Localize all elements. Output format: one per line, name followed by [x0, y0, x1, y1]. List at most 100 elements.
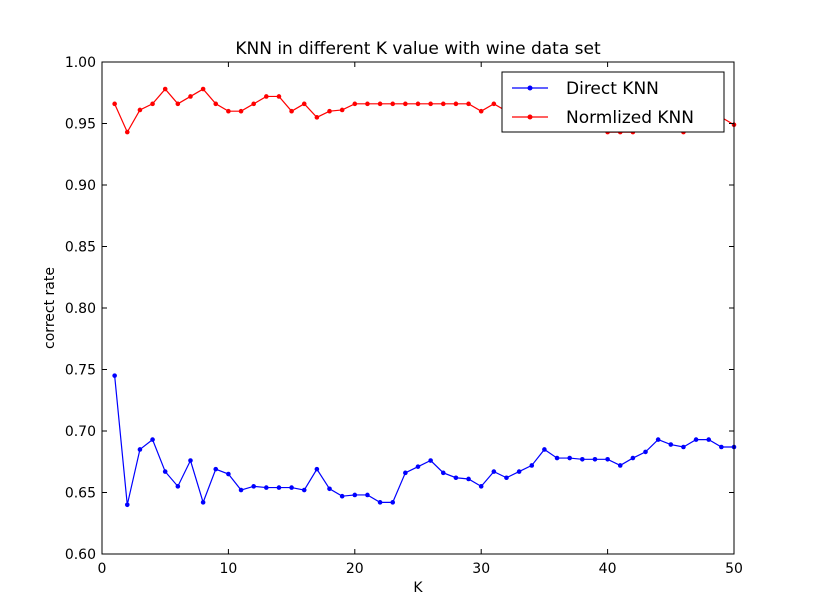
data-point-direct-knn	[162, 469, 168, 474]
data-point-direct-knn	[415, 464, 421, 469]
data-point-normlized-knn	[428, 101, 433, 107]
chart-title: KNN in different K value with wine data …	[235, 39, 601, 59]
data-point-normlized-knn	[226, 108, 231, 114]
data-point-normlized-knn	[175, 101, 181, 107]
data-point-normlized-knn	[415, 101, 421, 107]
data-point-normlized-knn	[213, 101, 219, 107]
data-point-normlized-knn	[390, 101, 396, 107]
data-point-direct-knn	[617, 463, 623, 468]
data-point-direct-knn	[605, 456, 610, 462]
data-point-direct-knn	[238, 487, 244, 493]
y-tick-label: 0.80	[65, 301, 96, 317]
x-tick-label: 0	[98, 561, 107, 577]
data-point-normlized-knn	[301, 101, 307, 107]
data-point-direct-knn	[655, 437, 661, 442]
data-point-normlized-knn	[466, 101, 471, 107]
data-point-normlized-knn	[124, 129, 130, 135]
data-point-direct-knn	[719, 444, 724, 450]
data-point-normlized-knn	[238, 108, 244, 114]
y-tick-label: 0.95	[65, 117, 96, 133]
data-point-direct-knn	[453, 475, 459, 481]
data-point-normlized-knn	[352, 101, 358, 107]
data-point-direct-knn	[301, 487, 307, 493]
y-tick-label: 1.00	[65, 55, 96, 71]
data-point-normlized-knn	[200, 86, 206, 92]
y-tick-label: 0.65	[65, 486, 96, 502]
data-point-normlized-knn	[188, 94, 193, 99]
ticks-layer: 0 10 20 30 40 50 0.60 0.65 0.70 0.75 0.80 0.85 0.90 0…	[65, 55, 743, 577]
data-point-normlized-knn	[264, 94, 269, 99]
y-tick-label: 0.70	[65, 424, 96, 440]
x-axis-label: K	[413, 580, 423, 596]
y-axis-label: correct rate	[42, 267, 58, 349]
data-point-normlized-knn	[403, 101, 408, 107]
data-point-direct-knn	[706, 437, 712, 442]
data-point-direct-knn	[213, 466, 219, 472]
data-point-direct-knn	[491, 469, 497, 474]
data-point-direct-knn	[580, 456, 585, 462]
data-point-direct-knn	[251, 484, 256, 489]
data-point-normlized-knn	[365, 101, 370, 107]
data-point-direct-knn	[504, 475, 509, 481]
data-point-normlized-knn	[314, 115, 320, 120]
data-point-normlized-knn	[453, 101, 459, 107]
data-point-normlized-knn	[327, 108, 332, 114]
x-tick-label: 50	[725, 561, 743, 577]
data-point-direct-knn	[542, 447, 547, 452]
data-point-direct-knn	[630, 455, 636, 461]
data-point-direct-knn	[276, 485, 282, 490]
data-point-normlized-knn	[289, 108, 294, 114]
data-point-direct-knn	[339, 493, 345, 499]
data-point-normlized-knn	[162, 86, 168, 92]
data-point-direct-knn	[352, 492, 358, 498]
data-point-direct-knn	[150, 437, 155, 442]
data-point-direct-knn	[428, 458, 433, 463]
x-tick-label: 30	[472, 561, 490, 577]
data-point-direct-knn	[112, 373, 117, 378]
data-point-direct-knn	[554, 455, 560, 461]
data-point-direct-knn	[390, 500, 396, 505]
data-point-direct-knn	[478, 484, 484, 489]
y-tick-label: 0.60	[65, 547, 96, 563]
legend-marker-normlized-knn	[527, 114, 533, 120]
data-point-direct-knn	[226, 471, 231, 477]
data-point-direct-knn	[175, 484, 181, 489]
data-point-direct-knn	[529, 463, 535, 468]
legend-marker-direct-knn	[527, 85, 533, 91]
data-point-direct-knn	[124, 502, 130, 508]
y-tick-label: 0.85	[65, 240, 96, 256]
data-point-direct-knn	[264, 485, 269, 490]
x-tick-label: 40	[599, 561, 617, 577]
data-point-direct-knn	[377, 500, 383, 505]
data-point-normlized-knn	[377, 101, 383, 107]
data-point-direct-knn	[289, 485, 294, 490]
data-point-normlized-knn	[339, 107, 345, 113]
y-tick-label: 0.90	[65, 178, 96, 194]
data-point-normlized-knn	[251, 101, 256, 107]
data-point-direct-knn	[403, 470, 408, 476]
data-point-direct-knn	[188, 458, 193, 463]
data-point-direct-knn	[200, 500, 206, 505]
x-tick-label: 20	[346, 561, 364, 577]
data-point-normlized-knn	[440, 101, 446, 107]
data-point-normlized-knn	[478, 108, 484, 114]
data-point-direct-knn	[440, 470, 446, 476]
data-point-direct-knn	[693, 437, 699, 442]
data-point-direct-knn	[137, 447, 143, 452]
data-point-direct-knn	[643, 449, 648, 455]
data-point-direct-knn	[365, 492, 370, 498]
data-point-normlized-knn	[137, 107, 143, 113]
data-point-normlized-knn	[150, 101, 155, 107]
legend: Direct KNN Normlized KNN	[501, 71, 725, 133]
data-point-direct-knn	[567, 455, 572, 461]
data-point-normlized-knn	[276, 94, 282, 99]
y-tick-label: 0.75	[65, 363, 96, 379]
data-point-direct-knn	[466, 476, 471, 482]
legend-label-normlized-knn: Normlized KNN	[566, 108, 694, 128]
data-point-direct-knn	[327, 486, 332, 492]
data-point-direct-knn	[516, 469, 522, 474]
legend-box	[501, 71, 725, 133]
data-point-direct-knn	[668, 442, 674, 447]
data-point-normlized-knn	[112, 101, 117, 107]
